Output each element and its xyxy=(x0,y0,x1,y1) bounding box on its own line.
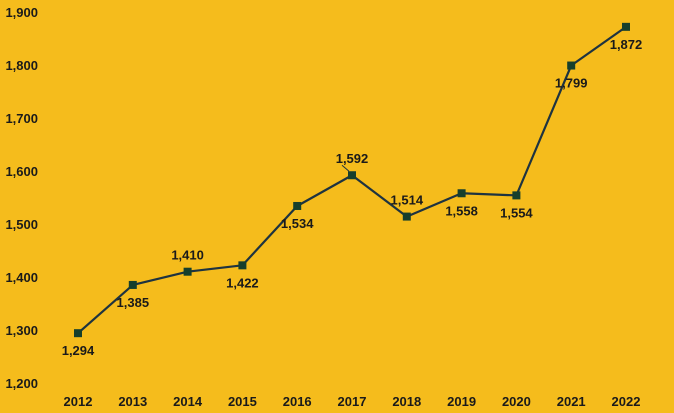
data-point-marker xyxy=(512,191,521,200)
data-label: 1,799 xyxy=(555,76,588,91)
y-tick-label: 1,900 xyxy=(5,5,38,20)
y-tick-label: 1,300 xyxy=(5,323,38,338)
data-label: 1,554 xyxy=(500,205,533,220)
x-tick-label: 2018 xyxy=(392,394,421,408)
x-tick-label: 2013 xyxy=(118,394,147,408)
y-tick-label: 1,700 xyxy=(5,111,38,126)
data-label: 1,294 xyxy=(62,343,95,358)
data-point-marker xyxy=(183,267,192,276)
data-point-marker xyxy=(402,212,411,221)
data-point-marker xyxy=(74,329,82,338)
series-line xyxy=(77,25,627,335)
y-tick-label: 1,500 xyxy=(5,217,38,232)
y-tick-label: 1,800 xyxy=(5,58,38,73)
x-tick-label: 2015 xyxy=(228,394,257,408)
data-label: 1,558 xyxy=(445,203,478,218)
data-labels: 1,294 1,385 1,410 1,422 1,534 1,592 1,514 1,558… xyxy=(62,37,643,358)
series-line-group xyxy=(74,22,630,338)
data-point-marker xyxy=(457,189,466,198)
y-axis: 1,200 1,300 1,400 1,500 1,600 1,700 1,800 1,900 xyxy=(5,5,38,391)
x-tick-label: 2012 xyxy=(64,394,93,408)
data-point-marker xyxy=(128,280,137,289)
data-point-marker xyxy=(293,201,302,210)
x-tick-label: 2014 xyxy=(173,394,203,408)
y-tick-label: 1,400 xyxy=(5,270,38,285)
data-point-marker xyxy=(567,61,576,70)
data-label: 1,410 xyxy=(171,248,204,263)
y-tick-label: 1,600 xyxy=(5,164,38,179)
data-label: 1,385 xyxy=(117,295,150,310)
x-tick-label: 2022 xyxy=(612,394,641,408)
data-label: 1,534 xyxy=(281,216,314,231)
data-label: 1,514 xyxy=(391,193,424,208)
data-point-marker xyxy=(348,171,356,180)
x-tick-label: 2020 xyxy=(502,394,531,408)
y-tick-label: 1,200 xyxy=(5,376,38,391)
data-label-leader xyxy=(341,164,350,172)
x-tick-label: 2016 xyxy=(283,394,312,408)
data-point-marker xyxy=(238,261,247,270)
data-label: 1,592 xyxy=(336,151,369,166)
x-tick-label: 2021 xyxy=(557,394,586,408)
x-axis: 2012 2013 2014 2015 2016 2017 2018 2019 2020 2021… xyxy=(64,394,641,409)
data-point-marker xyxy=(622,22,630,31)
data-label: 1,872 xyxy=(610,37,643,52)
x-tick-label: 2019 xyxy=(447,394,476,408)
data-label: 1,422 xyxy=(226,275,259,290)
x-tick-label: 2017 xyxy=(338,394,367,408)
